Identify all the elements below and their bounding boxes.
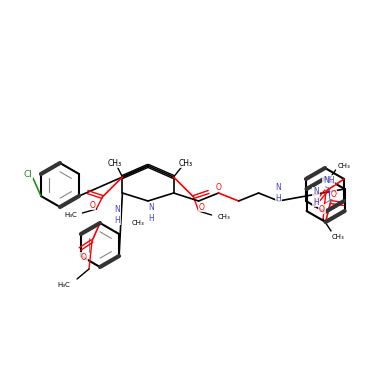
Text: NH: NH bbox=[323, 175, 334, 185]
Text: O: O bbox=[216, 182, 222, 192]
Text: O: O bbox=[81, 252, 87, 262]
Text: H₃C: H₃C bbox=[64, 212, 77, 218]
Text: CH₃: CH₃ bbox=[132, 220, 144, 226]
Text: N
H: N H bbox=[148, 203, 154, 223]
Text: N
H: N H bbox=[115, 205, 120, 225]
Text: H₃C: H₃C bbox=[58, 282, 70, 288]
Text: O: O bbox=[319, 205, 325, 213]
Text: CH₃: CH₃ bbox=[332, 234, 344, 240]
Text: CH₃: CH₃ bbox=[107, 158, 121, 168]
Text: CH₃: CH₃ bbox=[179, 158, 193, 168]
Text: N
H: N H bbox=[276, 183, 282, 203]
Text: N
H: N H bbox=[313, 187, 319, 207]
Text: CH₃: CH₃ bbox=[217, 214, 230, 220]
Text: Cl: Cl bbox=[24, 169, 33, 178]
Text: CH₃: CH₃ bbox=[337, 163, 350, 169]
Text: O: O bbox=[90, 201, 95, 209]
Text: O: O bbox=[331, 189, 337, 198]
Text: O: O bbox=[199, 202, 205, 212]
